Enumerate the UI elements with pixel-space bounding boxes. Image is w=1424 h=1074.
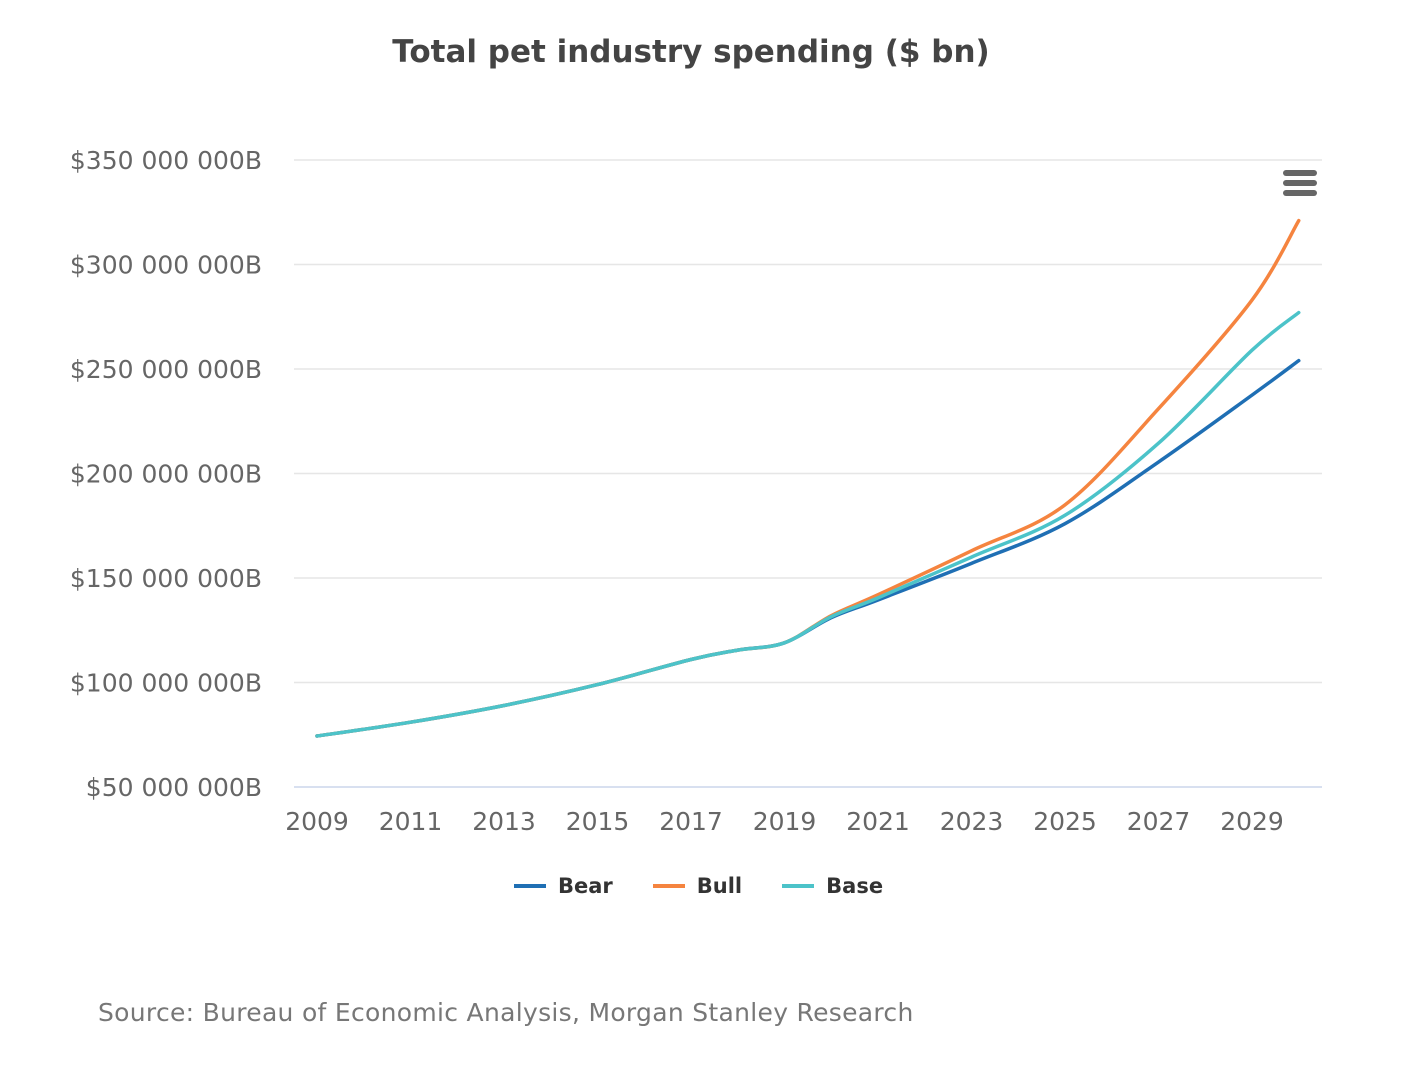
x-tick-label: 2027 <box>1127 807 1191 836</box>
y-tick-label: $100 000 000B <box>70 669 262 698</box>
source-note: Source: Bureau of Economic Analysis, Mor… <box>98 998 914 1027</box>
legend-item-base[interactable]: Base <box>782 874 883 898</box>
y-tick-label: $300 000 000B <box>70 251 262 280</box>
y-tick-label: $50 000 000B <box>86 773 262 802</box>
x-tick-label: 2019 <box>753 807 817 836</box>
x-tick-label: 2009 <box>285 807 349 836</box>
hamburger-menu-icon[interactable] <box>1276 160 1322 206</box>
x-tick-label: 2025 <box>1033 807 1097 836</box>
y-tick-label: $150 000 000B <box>70 564 262 593</box>
legend-label: Bear <box>558 874 613 898</box>
legend-swatch <box>652 884 685 888</box>
x-tick-label: 2029 <box>1220 807 1284 836</box>
y-tick-label: $200 000 000B <box>70 460 262 489</box>
x-tick-label: 2015 <box>566 807 630 836</box>
legend-swatch <box>782 884 815 888</box>
legend-swatch <box>514 884 546 888</box>
x-tick-label: 2023 <box>940 807 1004 836</box>
series-line-bull <box>315 218 1301 738</box>
legend-item-bull[interactable]: Bull <box>652 874 743 898</box>
y-tick-label: $250 000 000B <box>70 355 262 384</box>
legend-item-bear[interactable]: Bear <box>514 874 613 898</box>
x-tick-label: 2017 <box>659 807 723 836</box>
x-tick-label: 2011 <box>379 807 443 836</box>
legend: Bear Bull Base <box>514 874 883 898</box>
legend-label: Bull <box>696 874 743 898</box>
x-tick-label: 2021 <box>846 807 910 836</box>
series-line-base <box>315 310 1301 738</box>
legend-label: Base <box>826 874 884 898</box>
x-tick-label: 2013 <box>472 807 536 836</box>
y-tick-label: $350 000 000B <box>70 146 262 175</box>
chart-title: Total pet industry spending ($ bn) <box>392 34 990 70</box>
